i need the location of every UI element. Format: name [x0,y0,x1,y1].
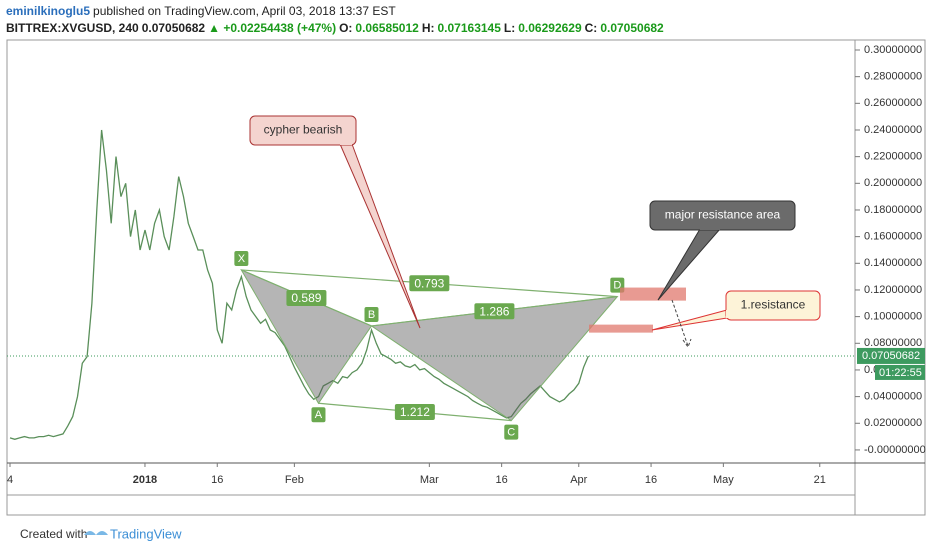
footer-brand[interactable]: TradingView [110,526,182,541]
dashed-arrow [671,299,692,349]
y-tick-label: 0.18000000 [864,204,922,216]
callout-text: cypher bearish [264,123,343,137]
price-line [9,129,589,440]
point-label: X [238,253,246,265]
timer-text: 01:22:55 [879,367,922,379]
y-tick-label: 0.24000000 [864,124,922,136]
footer-created: Created with [20,527,87,541]
x-tick-label: May [713,474,734,486]
x-tick-label: 21 [814,474,826,486]
l-label: L: [503,21,516,35]
ratio-box [474,303,515,320]
y-tick-label: -0.00000000 [864,444,926,456]
point-box [504,424,519,440]
callout-pointer [651,309,728,331]
frame [6,39,926,516]
ratio-label: 1.286 [479,304,509,318]
c-label: C: [584,21,598,35]
callout-box [249,115,357,146]
point-label: D [613,280,621,292]
published: published on TradingView.com, April 03, … [93,4,396,18]
ratio-label: 0.589 [291,291,321,305]
x-tick-label: Feb [285,474,304,486]
point-box [234,250,249,266]
y-tick-label: 0.20000000 [864,177,922,189]
y-tick-label: 0.12000000 [864,284,922,296]
ratio-label: 0.793 [414,276,444,290]
y-tick-label: 0.28000000 [864,71,922,83]
ratio-box [286,289,327,306]
x-tick-label: Apr [570,474,587,486]
symbol: BITTREX:XVGUSD, 240 [6,21,139,35]
resistance-zone [589,324,653,333]
ratio-label: 1.212 [400,405,430,419]
y-tick-label: 0.22000000 [864,151,922,163]
point-box [311,407,326,423]
x-tick-label: 16 [496,474,508,486]
callout-text: 1.resistance [741,298,806,312]
timer-tag [875,364,925,380]
x-tick-label: 2018 [133,474,157,486]
open: 0.06585012 [355,21,419,35]
ratio-box [394,403,435,420]
o-label: O: [339,21,353,35]
y-tick-label: 0.02000000 [864,417,922,429]
x-tick-label: 16 [645,474,657,486]
last: 0.07050682 [141,21,206,35]
y-tick-label: 0.14000000 [864,257,922,269]
price-tag-text: 0.07050682 [862,350,920,362]
point-box [364,306,379,322]
logo [84,531,108,535]
callout-box [649,200,796,231]
resistance-zone [620,287,686,301]
y-tick-label: 0.26000000 [864,97,922,109]
y-tick-label: 0.30000000 [864,44,922,56]
quote-line: BITTREX:XVGUSD, 240 0.07050682 ▲ +0.022544… [6,21,667,35]
y-tick-label: 0.10000000 [864,311,922,323]
point-label: A [315,409,323,421]
callout-pointer [339,143,421,329]
author[interactable]: eminilkinoglu5 [6,4,91,18]
h-label: H: [421,21,435,35]
x-tick-label: 16 [211,474,223,486]
price-tag [857,347,925,364]
y-tick-label: 0.16000000 [864,231,922,243]
change: ▲ +0.02254438 (+47%) [208,21,337,35]
x-tick-label: Mar [420,474,439,486]
point-label: C [507,427,515,439]
high: 0.07163145 [437,21,501,35]
point-label: B [368,309,375,321]
y-tick-label: 0.04000000 [864,391,922,403]
close: 0.07050682 [600,21,664,35]
x-tick-label: 4 [7,474,13,486]
callout-pointer [657,228,721,301]
ratio-box [409,275,450,292]
callout-text: major resistance area [665,208,781,222]
header-line: eminilkinoglu5 published on TradingView.c… [6,4,399,18]
y-tick-label: 0.08000000 [864,337,922,349]
callout-box [725,290,821,321]
low: 0.06292629 [518,21,582,35]
